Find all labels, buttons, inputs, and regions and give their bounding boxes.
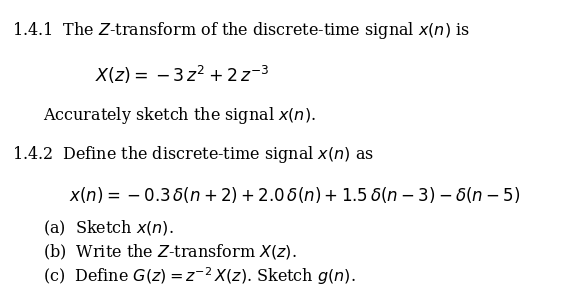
Text: 1.4.1  The $Z$-transform of the discrete-time signal $x(n)$ is: 1.4.1 The $Z$-transform of the discrete-… xyxy=(12,20,470,41)
Text: 1.4.2  Define the discrete-time signal $x(n)$ as: 1.4.2 Define the discrete-time signal $x… xyxy=(12,144,374,165)
Text: (c)  Define $G(z) = z^{-2}\,X(z)$. Sketch $g(n)$.: (c) Define $G(z) = z^{-2}\,X(z)$. Sketch… xyxy=(43,266,356,287)
Text: (a)  Sketch $x(n)$.: (a) Sketch $x(n)$. xyxy=(43,219,174,238)
Text: $X(z) = -3\,z^2 + 2\,z^{-3}$: $X(z) = -3\,z^2 + 2\,z^{-3}$ xyxy=(95,64,269,86)
Text: $x(n) = -0.3\,\delta(n+2) + 2.0\,\delta(n) + 1.5\,\delta(n-3) - \delta(n-5)$: $x(n) = -0.3\,\delta(n+2) + 2.0\,\delta(… xyxy=(69,185,520,205)
Text: Accurately sketch the signal $x(n)$.: Accurately sketch the signal $x(n)$. xyxy=(43,105,316,126)
Text: (b)  Write the $Z$-transform $X(z)$.: (b) Write the $Z$-transform $X(z)$. xyxy=(43,242,297,262)
